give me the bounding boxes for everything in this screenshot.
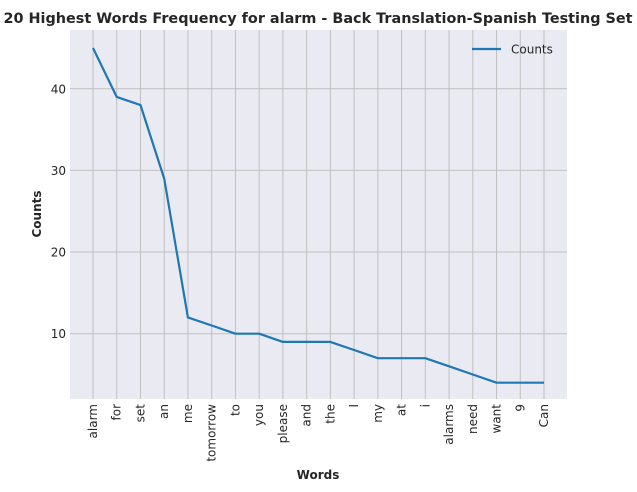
x-tick-label: alarm xyxy=(86,404,100,438)
y-axis-label: Counts xyxy=(30,190,44,237)
series-line-counts xyxy=(92,47,544,384)
x-tick-label: my xyxy=(371,404,385,423)
x-tick-label: the xyxy=(323,404,337,424)
x-tick-label: tomorrow xyxy=(205,404,219,462)
x-tick-label: set xyxy=(133,404,147,423)
x-tick-label: alarms xyxy=(442,404,456,445)
x-tick-label: want xyxy=(490,404,504,434)
x-tick-label: an xyxy=(157,404,171,419)
y-tick-labels: 10 20 30 40 xyxy=(51,82,66,341)
x-tick-label: and xyxy=(300,404,314,427)
x-tick-label: need xyxy=(466,404,480,434)
x-axis-label: Words xyxy=(297,468,340,482)
x-tick-label: at xyxy=(395,404,409,416)
x-tick-label: i xyxy=(418,404,432,407)
y-tick-label: 30 xyxy=(51,164,66,178)
x-tick-label: please xyxy=(276,404,290,443)
legend-label-counts: Counts xyxy=(511,43,553,57)
x-tick-label: to xyxy=(228,404,242,416)
x-tick-label: for xyxy=(110,404,124,421)
y-tick-label: 40 xyxy=(51,82,66,96)
y-tick-label: 20 xyxy=(51,246,66,260)
grid-lines xyxy=(70,30,567,399)
x-tick-labels: alarm for set an me tomorrow to you please and the… xyxy=(86,404,551,462)
x-tick-label: I xyxy=(347,404,361,408)
plot-area xyxy=(70,30,567,399)
chart-title: 20 Highest Words Frequency for alarm - B… xyxy=(3,11,632,27)
y-tick-label: 10 xyxy=(51,327,66,341)
x-tick-label: 9 xyxy=(513,404,527,412)
x-tick-label: me xyxy=(181,404,195,423)
x-tick-label: Can xyxy=(537,404,551,427)
x-tick-label: you xyxy=(252,404,266,426)
legend: Counts xyxy=(472,43,553,57)
